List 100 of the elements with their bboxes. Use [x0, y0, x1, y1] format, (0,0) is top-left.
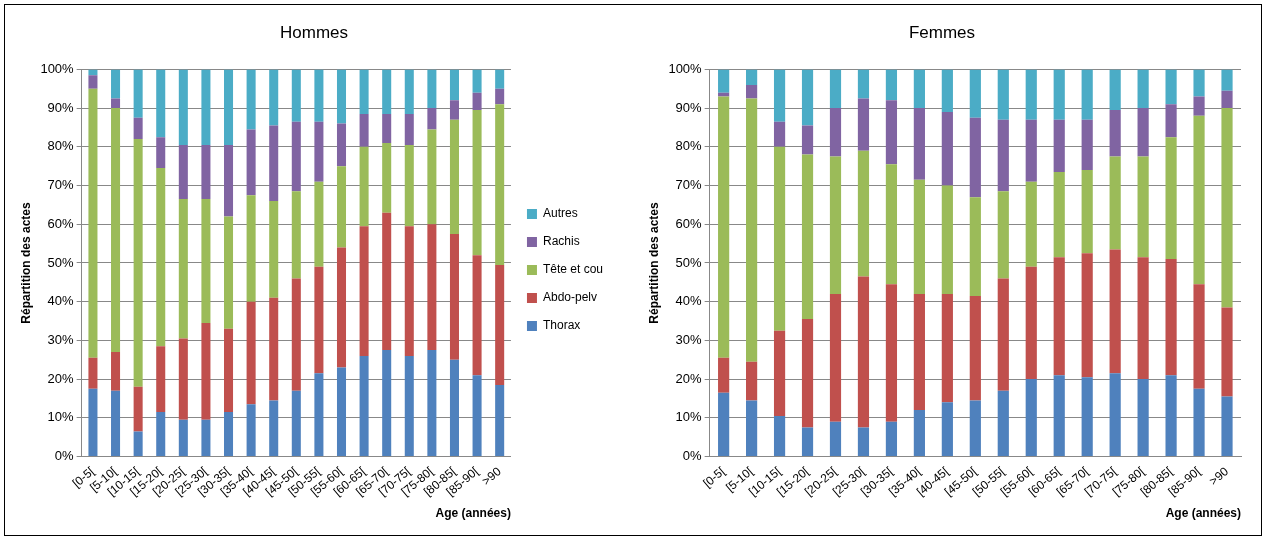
bar [314, 69, 324, 122]
bar [472, 92, 482, 111]
bar [857, 427, 870, 457]
y-axis-title: Répartition des actes [18, 201, 33, 324]
legend-label: Autres [542, 206, 578, 221]
bar [269, 125, 279, 202]
bar [997, 191, 1009, 279]
bar [336, 367, 347, 457]
y-tick-label: 70% [47, 177, 75, 193]
bar [941, 111, 953, 186]
bar [201, 199, 211, 323]
bar [246, 195, 256, 302]
bar [969, 197, 981, 296]
bar [829, 421, 842, 457]
bar [495, 264, 505, 385]
legend-label: Tête et cou [542, 262, 604, 277]
bar [941, 185, 953, 294]
bar [1165, 375, 1177, 457]
bar [1137, 108, 1149, 157]
bar [178, 338, 188, 420]
bar [1109, 373, 1121, 457]
bar [801, 427, 814, 457]
y-tick-label: 30% [47, 331, 75, 347]
bar [359, 113, 369, 147]
bar [156, 137, 166, 169]
bar [336, 247, 347, 368]
bar [404, 69, 414, 114]
bar [857, 69, 870, 99]
bar [913, 108, 925, 180]
bar [1221, 69, 1233, 91]
bar [495, 384, 505, 457]
bar [472, 110, 482, 256]
bar [885, 164, 898, 285]
bar [382, 142, 392, 213]
bar [1053, 375, 1065, 457]
bar [885, 100, 898, 165]
y-tick-label: 60% [47, 215, 75, 231]
bar [773, 415, 786, 457]
bar [969, 69, 981, 118]
bar [449, 119, 459, 234]
bar [746, 84, 758, 99]
bar [829, 293, 842, 422]
bar [178, 419, 188, 457]
bar [1193, 96, 1205, 116]
bar [178, 199, 188, 339]
bar [382, 212, 392, 351]
bar [857, 276, 870, 428]
y-tick-label: 60% [675, 215, 703, 231]
bar [359, 146, 369, 227]
bar [857, 150, 870, 277]
y-tick-label: 0% [54, 448, 75, 464]
y-tick-label: 20% [47, 370, 75, 386]
bar [913, 410, 925, 457]
bar [1137, 69, 1149, 109]
bar [133, 386, 143, 432]
legend-label: Abdo-pelv [542, 290, 598, 305]
bar [773, 330, 786, 416]
bar [133, 117, 143, 140]
bar [246, 69, 256, 130]
bar [314, 266, 324, 374]
y-tick-label: 50% [47, 254, 75, 270]
bar [291, 390, 301, 457]
y-tick-label: 40% [675, 293, 703, 309]
bar [449, 69, 459, 101]
bar [111, 390, 121, 457]
bar [1081, 170, 1093, 254]
bar [829, 69, 842, 109]
bar [1165, 259, 1177, 376]
bar [1221, 108, 1233, 308]
bar [224, 412, 234, 457]
x-axis-title: Age (années) [435, 506, 511, 521]
bar [1025, 181, 1037, 267]
y-tick-label: 10% [675, 409, 703, 425]
bar [111, 98, 121, 109]
bar [718, 69, 730, 93]
bar [1109, 69, 1121, 111]
bar [269, 201, 279, 298]
bar [291, 69, 301, 122]
bar [1193, 115, 1205, 285]
bar [314, 121, 324, 182]
bar [495, 69, 505, 89]
y-tick-label: 50% [675, 254, 703, 270]
x-tick-label: >90 [1206, 463, 1232, 488]
bar [472, 375, 482, 457]
y-tick-label: 90% [675, 99, 703, 115]
y-tick-label: 10% [47, 409, 75, 425]
bar [773, 121, 786, 147]
y-tick-label: 100% [40, 60, 75, 76]
bar [427, 224, 437, 351]
bar [111, 108, 121, 353]
bar [359, 69, 369, 114]
bar [178, 69, 188, 145]
bar [1221, 307, 1233, 397]
bar [885, 69, 898, 101]
bar [449, 233, 459, 360]
chart-title: Hommes [279, 22, 349, 42]
y-tick-label: 30% [675, 331, 703, 347]
bar [1165, 104, 1177, 138]
bar [718, 92, 730, 97]
bar [913, 69, 925, 109]
